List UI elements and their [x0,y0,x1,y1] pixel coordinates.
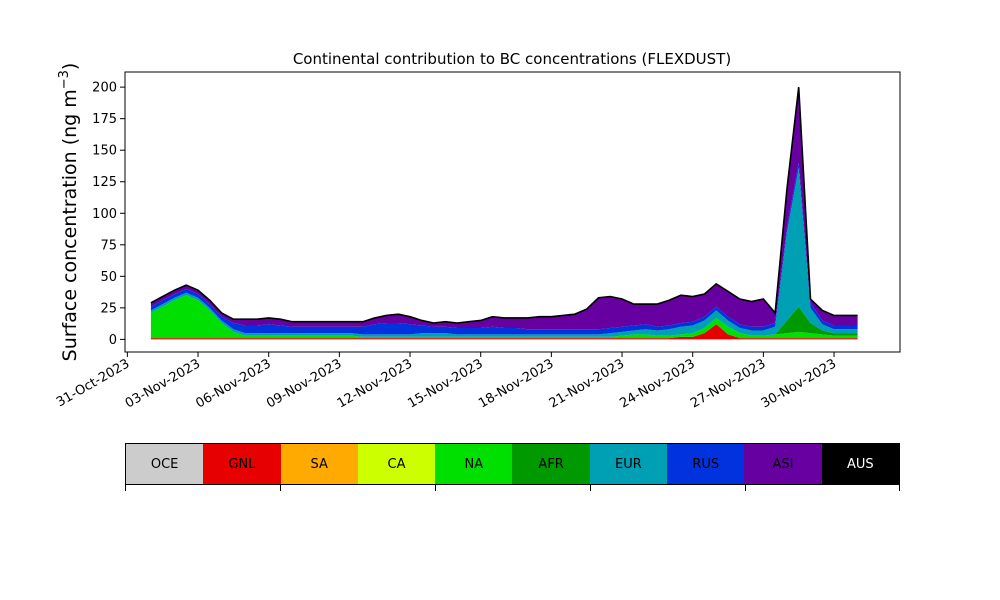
legend-ticks [125,485,900,491]
x-tick-label: 27-Nov-2023 [688,356,768,411]
y-tick-label: 150 [92,144,117,159]
legend-cell-oce: OCE [126,444,204,484]
y-axis: 0 25 50 75 100 125 150 175 200 [92,81,125,348]
x-tick-label: 09-Nov-2023 [264,356,344,411]
legend-cell-aus: AUS [821,444,899,484]
legend-colorbar: OCE GNL SA CA NA AFR EUR RUS ASI AUS [125,443,900,485]
plot-area [150,87,858,340]
x-tick-label: 03-Nov-2023 [123,356,203,411]
y-axis-label: Surface concentration (ng m−3) [57,63,81,362]
x-tick-label: 21-Nov-2023 [547,356,627,411]
area-series-eur [150,167,858,337]
y-tick-label: 125 [92,175,117,190]
legend-tick [435,485,436,491]
legend-tick [280,485,281,491]
x-axis: 31-Oct-202303-Nov-202306-Nov-202309-Nov-… [54,352,839,411]
y-axis-label-main: Surface concentration (ng m [59,89,81,361]
legend-cell-afr: AFR [512,444,590,484]
total-line [150,87,858,324]
legend-tick [590,485,591,491]
y-tick-label: 75 [100,238,117,253]
plot-frame [124,71,901,353]
legend-cell-asi: ASI [744,444,822,484]
x-tick-label: 12-Nov-2023 [335,356,415,411]
legend-cell-ca: CA [357,444,436,484]
y-tick-label: 50 [100,270,117,285]
legend-cell-eur: EUR [589,444,668,484]
area-series-afr [150,295,858,337]
y-tick-label: 175 [92,112,117,127]
y-tick-label: 0 [109,333,117,348]
y-axis-label-exp: −3 [57,70,72,89]
x-tick-label: 31-Oct-2023 [54,356,132,410]
y-tick-label: 25 [100,301,117,316]
x-tick-label: 24-Nov-2023 [617,356,697,411]
chart-title: Continental contribution to BC concentra… [293,50,731,68]
legend-cell-rus: RUS [667,444,745,484]
y-axis-label-close: ) [59,63,81,70]
y-tick-label: 100 [92,207,117,222]
legend-tick [125,485,126,491]
y-tick-label: 200 [92,81,117,96]
area-series-asi [150,87,858,330]
legend-tick [899,485,900,491]
legend-cell-sa: SA [280,444,358,484]
chart-svg: Continental contribution to BC concentra… [54,50,901,411]
x-tick-label: 30-Nov-2023 [759,356,839,411]
legend-cell-gnl: GNL [203,444,281,484]
area-series-rus [150,162,858,335]
x-tick-label: 06-Nov-2023 [193,356,273,411]
x-tick-label: 15-Nov-2023 [405,356,485,411]
area-series-na [150,295,858,339]
area-series-gnl [150,324,858,340]
legend-cell-na: NA [435,444,513,484]
legend-tick [745,485,746,491]
x-tick-label: 18-Nov-2023 [476,356,556,411]
